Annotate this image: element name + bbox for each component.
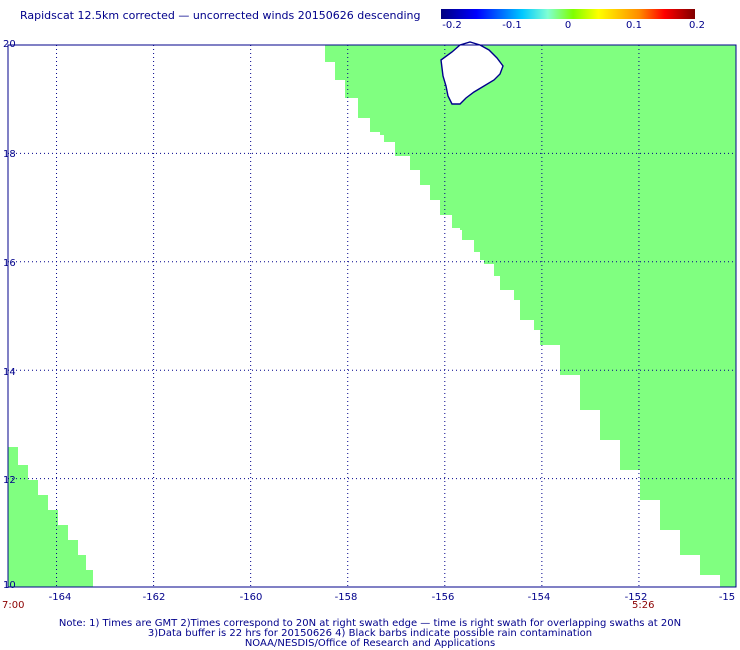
colorbar-tick: 0.2 <box>689 20 705 31</box>
colorbar-tick: -0.2 <box>442 20 462 31</box>
swath-main <box>311 45 736 587</box>
map-title: Rapidscat 12.5km corrected — uncorrected… <box>20 9 421 22</box>
note-line-1: Note: 1) Times are GMT 2)Times correspon… <box>58 618 682 629</box>
lon-label: -158 <box>334 592 358 603</box>
time-right: 5:26 <box>632 600 655 611</box>
colorbar <box>441 9 695 19</box>
lon-label: -162 <box>142 592 166 603</box>
lat-label: 10 <box>3 580 16 591</box>
note-line-2: 3)Data buffer is 22 hrs for 20150626 4) … <box>147 628 593 639</box>
lat-label: 16 <box>3 258 16 269</box>
time-left: 7:00 <box>2 600 25 611</box>
lon-label: -160 <box>239 592 263 603</box>
swath-edge-cells <box>311 45 540 330</box>
map-frame <box>7 44 737 588</box>
lon-label: -154 <box>527 592 551 603</box>
wind-swath-layer <box>8 45 736 587</box>
colorbar-tick: 0 <box>564 20 572 31</box>
lon-label: -15 <box>718 592 736 603</box>
hawaii-island-outline <box>440 41 504 105</box>
lat-label: 18 <box>3 149 16 160</box>
colorbar-tick: -0.1 <box>502 20 522 31</box>
lat-label: 12 <box>3 475 16 486</box>
lon-label: -156 <box>431 592 455 603</box>
lat-label: 20 <box>3 39 16 50</box>
swath-lower-left <box>8 447 93 587</box>
lat-label: 14 <box>3 367 16 378</box>
lon-label: -164 <box>48 592 72 603</box>
colorbar-tick: 0.1 <box>626 20 642 31</box>
lon-label: -152 <box>624 592 648 603</box>
note-line-3: NOAA/NESDIS/Office of Research and Appli… <box>244 638 496 649</box>
grid-lines <box>8 45 736 587</box>
